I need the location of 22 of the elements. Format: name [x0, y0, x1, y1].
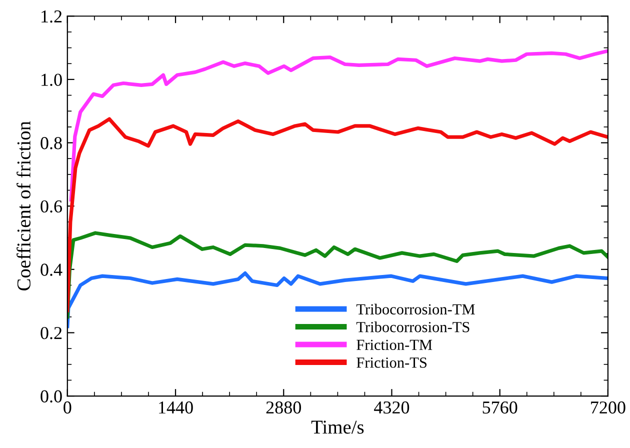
- y-axis-title: Coefficient of friction: [16, 121, 30, 290]
- y-tick-label: 0.8: [40, 137, 62, 150]
- x-axis-title: Time/s: [311, 420, 364, 434]
- legend-label: Friction-TM: [356, 340, 432, 350]
- line-series: [69, 49, 608, 202]
- x-tick-label: 5760: [482, 401, 518, 414]
- x-tick-label: 7200: [591, 401, 626, 414]
- x-tick-label: 4320: [374, 401, 410, 414]
- x-tick-label: 1440: [159, 401, 193, 414]
- y-tick-label: 1.0: [42, 74, 62, 86]
- y-tick-label: 0.6: [40, 200, 62, 213]
- legend-label: Tribocorrosion-TS: [356, 321, 470, 332]
- line-series: [67, 231, 608, 319]
- x-tick-label: 2880: [266, 401, 301, 414]
- y-tick-label: 0.0: [40, 390, 62, 403]
- x-tick-label: 0: [64, 401, 72, 414]
- y-tick-label: 0.2: [40, 326, 62, 340]
- legend-label: Friction-TS: [356, 358, 427, 368]
- y-tick-label: 1.2: [42, 10, 62, 23]
- line-series: [67, 117, 608, 312]
- legend-label: Tribocorrosion-TM: [356, 304, 475, 314]
- y-tick-label: 0.4: [40, 264, 62, 276]
